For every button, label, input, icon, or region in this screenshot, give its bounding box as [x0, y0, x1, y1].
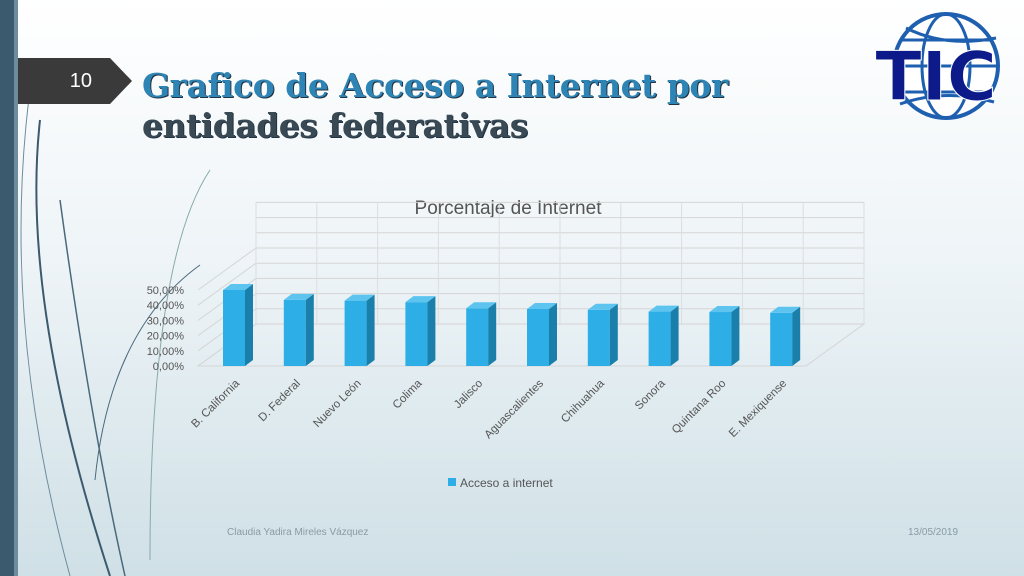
- bar-side: [792, 306, 801, 366]
- bar-top: [770, 306, 801, 313]
- bar: [587, 303, 618, 366]
- y-tick-label: 50,00%: [147, 285, 185, 297]
- bar-top: [405, 296, 436, 303]
- bar-top: [223, 284, 253, 290]
- slide-title: Grafico de Acceso a Internet por entidad…: [142, 66, 822, 146]
- bar-top: [527, 303, 557, 309]
- y-tick-label: 30,00%: [147, 315, 185, 327]
- slide-number: 10: [18, 58, 132, 104]
- bar-top: [648, 305, 679, 312]
- bar: [709, 306, 740, 366]
- category-label: D. Federal: [256, 378, 302, 424]
- bar-front: [405, 302, 428, 366]
- bar-side: [305, 293, 314, 366]
- y-tick-label: 0,00%: [153, 361, 184, 373]
- bar: [405, 296, 436, 366]
- bar-front: [527, 309, 549, 366]
- category-label: Colima: [391, 377, 425, 411]
- title-line-1: Grafico de Acceso a Internet por: [142, 66, 728, 105]
- footer-date: 13/05/2019: [908, 527, 959, 538]
- bar-side: [609, 303, 618, 366]
- bar-side: [488, 302, 497, 366]
- chart-bars: [223, 284, 801, 366]
- bar-side: [245, 284, 253, 366]
- bar-front: [223, 290, 245, 366]
- legend-label: Acceso a internet: [460, 476, 553, 490]
- bar-side: [366, 294, 375, 366]
- category-label: Jalisco: [452, 378, 485, 411]
- bar-front: [466, 308, 489, 366]
- bar: [466, 302, 497, 366]
- category-label: Quintana Roo: [670, 378, 729, 437]
- bar-side: [670, 305, 679, 366]
- bar-top: [283, 293, 314, 300]
- bar-top: [709, 306, 740, 313]
- bar-side: [731, 306, 740, 366]
- category-label: B. California: [189, 377, 242, 430]
- bar: [770, 306, 801, 366]
- title-line-2: entidades federativas: [142, 106, 528, 145]
- bar: [527, 303, 557, 366]
- bar-front: [709, 312, 732, 366]
- bar-front: [770, 312, 793, 366]
- x-axis-categories: B. California D. Federal Nuevo León Colima J…: [189, 377, 789, 441]
- category-label: Nuevo León: [311, 378, 363, 430]
- bar: [283, 293, 314, 366]
- left-accent-bar: [0, 0, 14, 576]
- gridline-side: [197, 262, 257, 306]
- bar: [648, 305, 679, 366]
- bar-top: [466, 302, 497, 309]
- category-label: E. Mexiquense: [727, 378, 789, 440]
- logo-text: TIC: [875, 38, 997, 117]
- tic-logo: TIC: [875, 12, 1000, 120]
- category-label: Chihuahua: [559, 377, 607, 425]
- bar-top: [344, 294, 375, 301]
- bar-side: [427, 296, 436, 366]
- chart-title: Porcentaje de Internet: [415, 198, 603, 219]
- bar-front: [344, 300, 367, 366]
- chart-grid: [196, 201, 866, 367]
- y-tick-label: 10,00%: [147, 346, 185, 358]
- left-accent-stripe: [14, 0, 18, 576]
- category-label: Sonora: [633, 377, 668, 412]
- category-label: Aguascalientes: [482, 377, 546, 441]
- bar-front: [587, 309, 610, 366]
- bar: [223, 284, 253, 366]
- legend: Acceso a internet: [448, 476, 553, 490]
- y-tick-label: 40,00%: [147, 300, 185, 312]
- bar: [344, 294, 375, 366]
- bar-front: [648, 311, 671, 366]
- legend-swatch: [448, 478, 456, 486]
- y-axis-ticks: 0,00% 10,00% 20,00% 30,00% 40,00% 50,00%: [147, 285, 185, 373]
- footer-author: Claudia Yadira Mireles Vázquez: [227, 527, 369, 538]
- y-tick-label: 20,00%: [147, 331, 185, 343]
- bar-front: [283, 299, 306, 366]
- gridline-side: [197, 247, 257, 291]
- bar-top: [587, 303, 618, 310]
- bar-side: [549, 303, 557, 366]
